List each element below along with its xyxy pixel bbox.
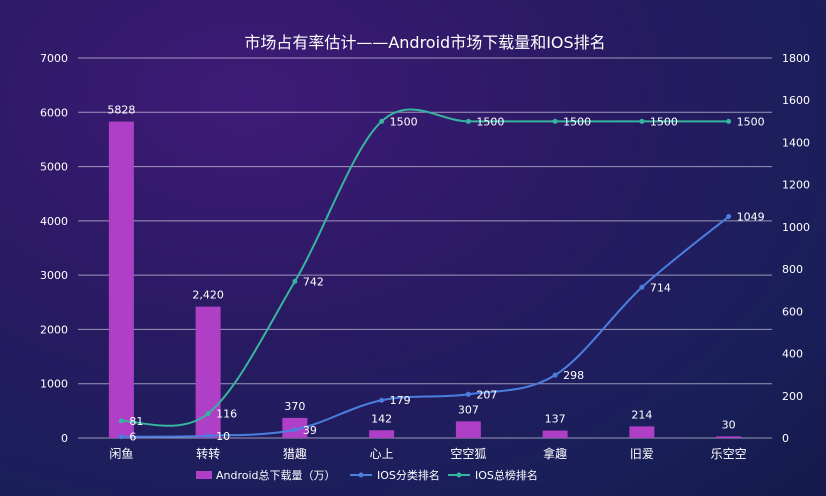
y-right-tick-label: 400 — [782, 348, 803, 361]
bar — [455, 421, 481, 438]
series-point — [639, 118, 645, 124]
x-category-label: 乐空空 — [711, 447, 747, 461]
bar — [716, 436, 742, 438]
point-data-label: 714 — [650, 281, 671, 294]
series-point — [205, 433, 211, 439]
bar-data-label: 137 — [545, 413, 566, 426]
point-data-label: 1500 — [650, 115, 678, 128]
left-axis: 0 1000 2000 3000 4000 5000 6000 7000 — [40, 52, 68, 445]
bar — [195, 306, 221, 438]
x-category-label: 心上 — [370, 447, 394, 461]
legend-swatch — [196, 471, 212, 479]
bar — [542, 430, 568, 438]
point-data-label: 39 — [303, 424, 317, 437]
bar-data-label: 370 — [284, 400, 305, 413]
point-data-label: 1049 — [737, 211, 765, 224]
y-left-tick-label: 2000 — [40, 323, 68, 336]
point-data-label: 81 — [129, 415, 143, 428]
x-category-label: 闲鱼 — [109, 447, 133, 461]
y-right-tick-label: 200 — [782, 390, 803, 403]
series-point — [639, 284, 645, 290]
bar-series: 5828 2,420 370 142 307 137 214 30 — [107, 104, 742, 438]
y-right-tick-label: 600 — [782, 305, 803, 318]
legend-label: Android总下载量（万） — [216, 468, 336, 482]
series-point — [118, 418, 124, 424]
legend-marker — [358, 472, 364, 478]
point-data-label: 116 — [216, 408, 237, 421]
bar — [629, 426, 655, 438]
legend-label: IOS总榜排名 — [475, 468, 538, 482]
point-data-label: 742 — [303, 275, 324, 288]
y-left-tick-label: 6000 — [40, 106, 68, 119]
point-data-label: 298 — [563, 369, 584, 382]
y-right-tick-label: 0 — [782, 432, 789, 445]
right-axis: 0 200 400 600 800 1000 1200 1400 1600 1800 — [782, 52, 810, 445]
bar — [369, 430, 395, 438]
x-category-label: 拿趣 — [543, 446, 567, 461]
y-left-tick-label: 1000 — [40, 378, 68, 391]
y-left-tick-label: 5000 — [40, 161, 68, 174]
series-point — [292, 427, 298, 433]
y-right-tick-label: 1000 — [782, 221, 810, 234]
bar-data-label: 5828 — [107, 104, 135, 117]
series-point — [465, 391, 471, 397]
series-point — [465, 118, 471, 124]
point-data-label: 207 — [476, 388, 497, 401]
y-right-tick-label: 1800 — [782, 52, 810, 65]
series-point — [292, 278, 298, 284]
point-data-label: 10 — [216, 430, 230, 443]
series-line — [121, 215, 730, 438]
bar-data-label: 142 — [371, 412, 392, 425]
series-point — [379, 397, 385, 403]
bar-data-label: 214 — [631, 408, 652, 421]
y-left-tick-label: 7000 — [40, 52, 68, 65]
point-data-label: 1500 — [476, 115, 504, 128]
point-data-label: 179 — [390, 394, 411, 407]
legend: Android总下载量（万） IOS分类排名 IOS总榜排名 — [196, 468, 538, 482]
gridlines — [78, 57, 772, 439]
x-category-label: 空空狐 — [450, 447, 486, 461]
y-right-tick-label: 1400 — [782, 136, 810, 149]
x-category-label: 旧爱 — [630, 447, 654, 461]
line-series: 6 10 39 179 207 298 714 1049 81 116 742 1500 1500 150… — [118, 108, 765, 444]
point-data-label: 6 — [129, 431, 136, 444]
bar-data-label: 30 — [722, 418, 736, 431]
bar — [108, 121, 134, 438]
legend-marker — [456, 472, 462, 478]
series-point — [726, 214, 732, 220]
series-point — [726, 118, 732, 124]
point-data-label: 1500 — [737, 115, 765, 128]
bar-data-label: 2,420 — [192, 289, 224, 302]
series-point — [118, 434, 124, 440]
legend-label: IOS分类排名 — [377, 468, 440, 482]
y-right-tick-label: 1600 — [782, 94, 810, 107]
y-left-tick-label: 4000 — [40, 215, 68, 228]
series-point — [552, 118, 558, 124]
y-right-tick-label: 1200 — [782, 179, 810, 192]
point-data-label: 1500 — [390, 115, 418, 128]
series-point — [552, 372, 558, 378]
x-category-label: 猎趣 — [283, 446, 307, 461]
y-right-tick-label: 800 — [782, 263, 803, 276]
bar-data-label: 307 — [458, 403, 479, 416]
chart-title: 市场占有率估计——Android市场下载量和IOS排名 — [244, 33, 605, 52]
x-axis: 闲鱼 转转 猎趣 心上 空空狐 拿趣 旧爱 乐空空 — [109, 446, 746, 461]
series-line — [121, 108, 729, 427]
series-point — [379, 118, 385, 124]
point-data-label: 1500 — [563, 115, 591, 128]
y-left-tick-label: 3000 — [40, 269, 68, 282]
series-point — [205, 411, 211, 417]
y-left-tick-label: 0 — [61, 432, 68, 445]
x-category-label: 转转 — [196, 446, 220, 461]
